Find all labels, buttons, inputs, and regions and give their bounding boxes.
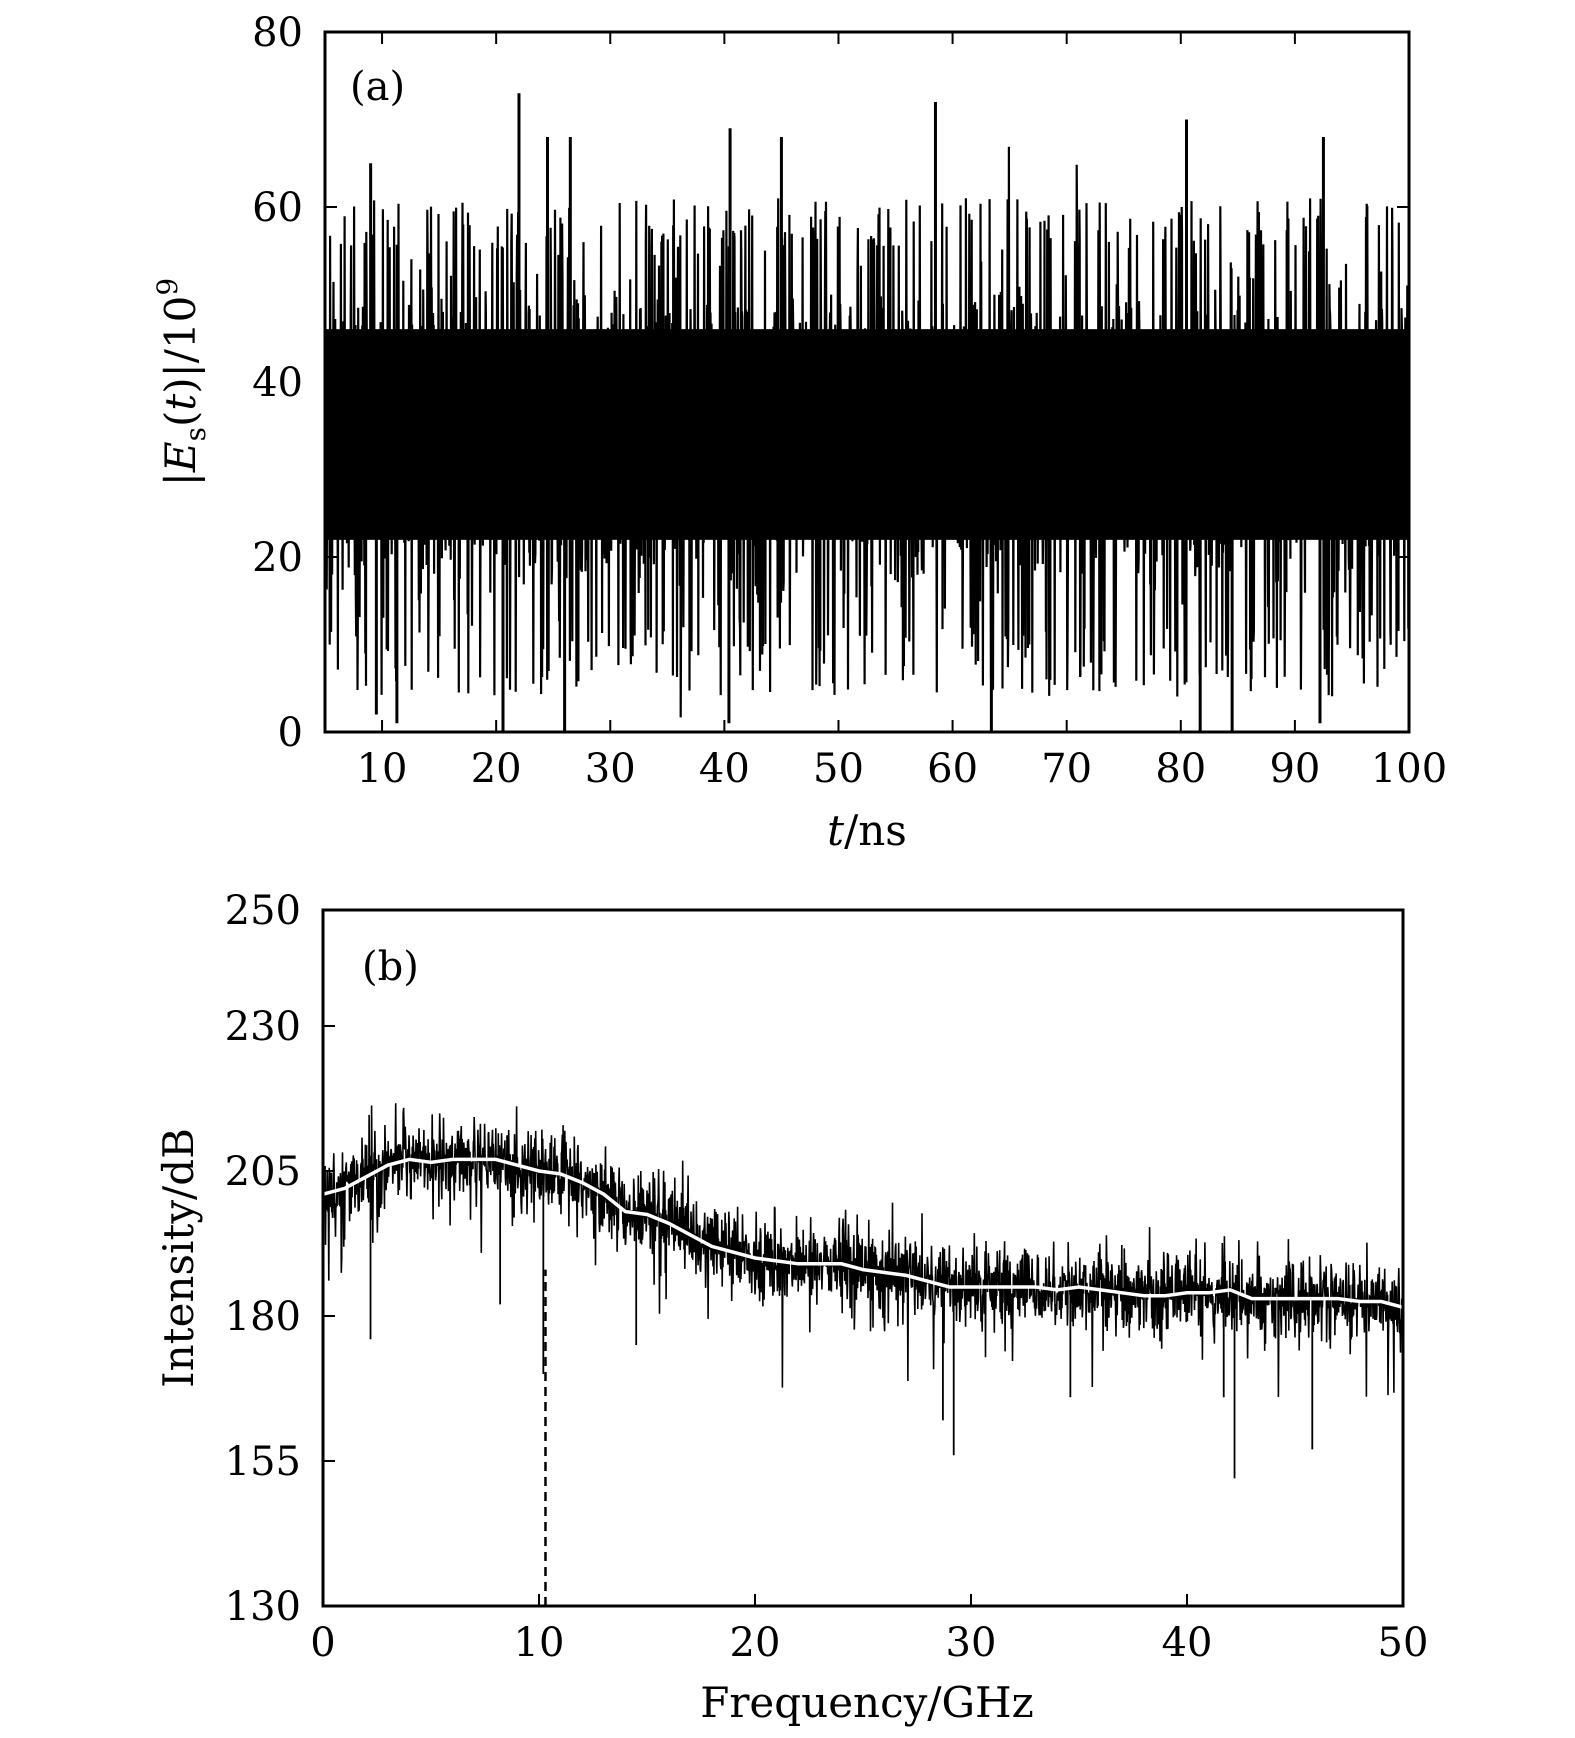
panel-b-ytick-label: 130 [225,1584,301,1630]
panel-a-xtick-label: 90 [1269,746,1320,792]
panel-a-trace-core [325,329,1409,540]
panel-a-xtick-label: 50 [813,746,864,792]
panel-b-ytick-label: 180 [225,1294,301,1340]
panel-b-xtick-label: 0 [310,1620,335,1666]
panel-b-xtick-label: 40 [1162,1620,1213,1666]
panel-b-xtick-label: 50 [1378,1620,1429,1666]
panel-a-ytick-label: 0 [278,710,303,756]
panel-a-xtick-label: 40 [699,746,750,792]
panel-b-average-line [322,1157,1404,1309]
panel-a-ytick-label: 40 [252,360,303,406]
panel-a-xtick-label: 100 [1371,746,1447,792]
panel-b-xtick-label: 10 [514,1620,565,1666]
panel-a-xtick-label: 70 [1041,746,1092,792]
panel-a-ytick-label: 80 [252,10,303,56]
panel-b-spectrum-line [322,1103,1404,1398]
panel-a-ticks: 10 20 30 40 50 60 70 80 90 100 0 20 40 60 80 [252,10,1447,792]
panel-a-xtick-label: 20 [471,746,522,792]
panel-a-xlabel: t/ns [827,806,907,855]
panel-b-axes-frame [321,908,1405,1608]
panel-a-xtick-label: 30 [585,746,636,792]
panel-a-xtick-label: 60 [927,746,978,792]
panel-b-ytick-label: 250 [225,888,301,934]
panel-a-ylabel: |Es(t)|/109 [151,278,212,486]
panel-b-ytick-label: 230 [225,1004,301,1050]
panel-b-xlabel: Frequency/GHz [700,1678,1034,1727]
panel-b-xtick-label: 20 [730,1620,781,1666]
panel-b-ylabel: Intensity/dB [154,1128,203,1388]
panel-a-trace [323,93,1411,732]
panel-b-ytick-label: 205 [225,1149,301,1195]
panel-b-ytick-label: 155 [225,1439,301,1485]
panel-b-label: (b) [362,944,419,990]
panel-b-ticks: 0 10 20 30 40 50 130 155 180 205 230 250 [225,888,1429,1666]
panel-a-ytick-label: 60 [252,185,303,231]
panel-a-xtick-label: 10 [357,746,408,792]
panel-a-xtick-label: 80 [1155,746,1206,792]
panel-b-spectrum-trace [322,1103,1404,1479]
panel-a-label: (a) [350,64,405,110]
panel-a-ytick-label: 20 [252,535,303,581]
panel-b-xtick-label: 30 [946,1620,997,1666]
panel-b: 0 10 20 30 40 50 130 155 180 205 230 250 (b) Freque… [154,888,1428,1727]
